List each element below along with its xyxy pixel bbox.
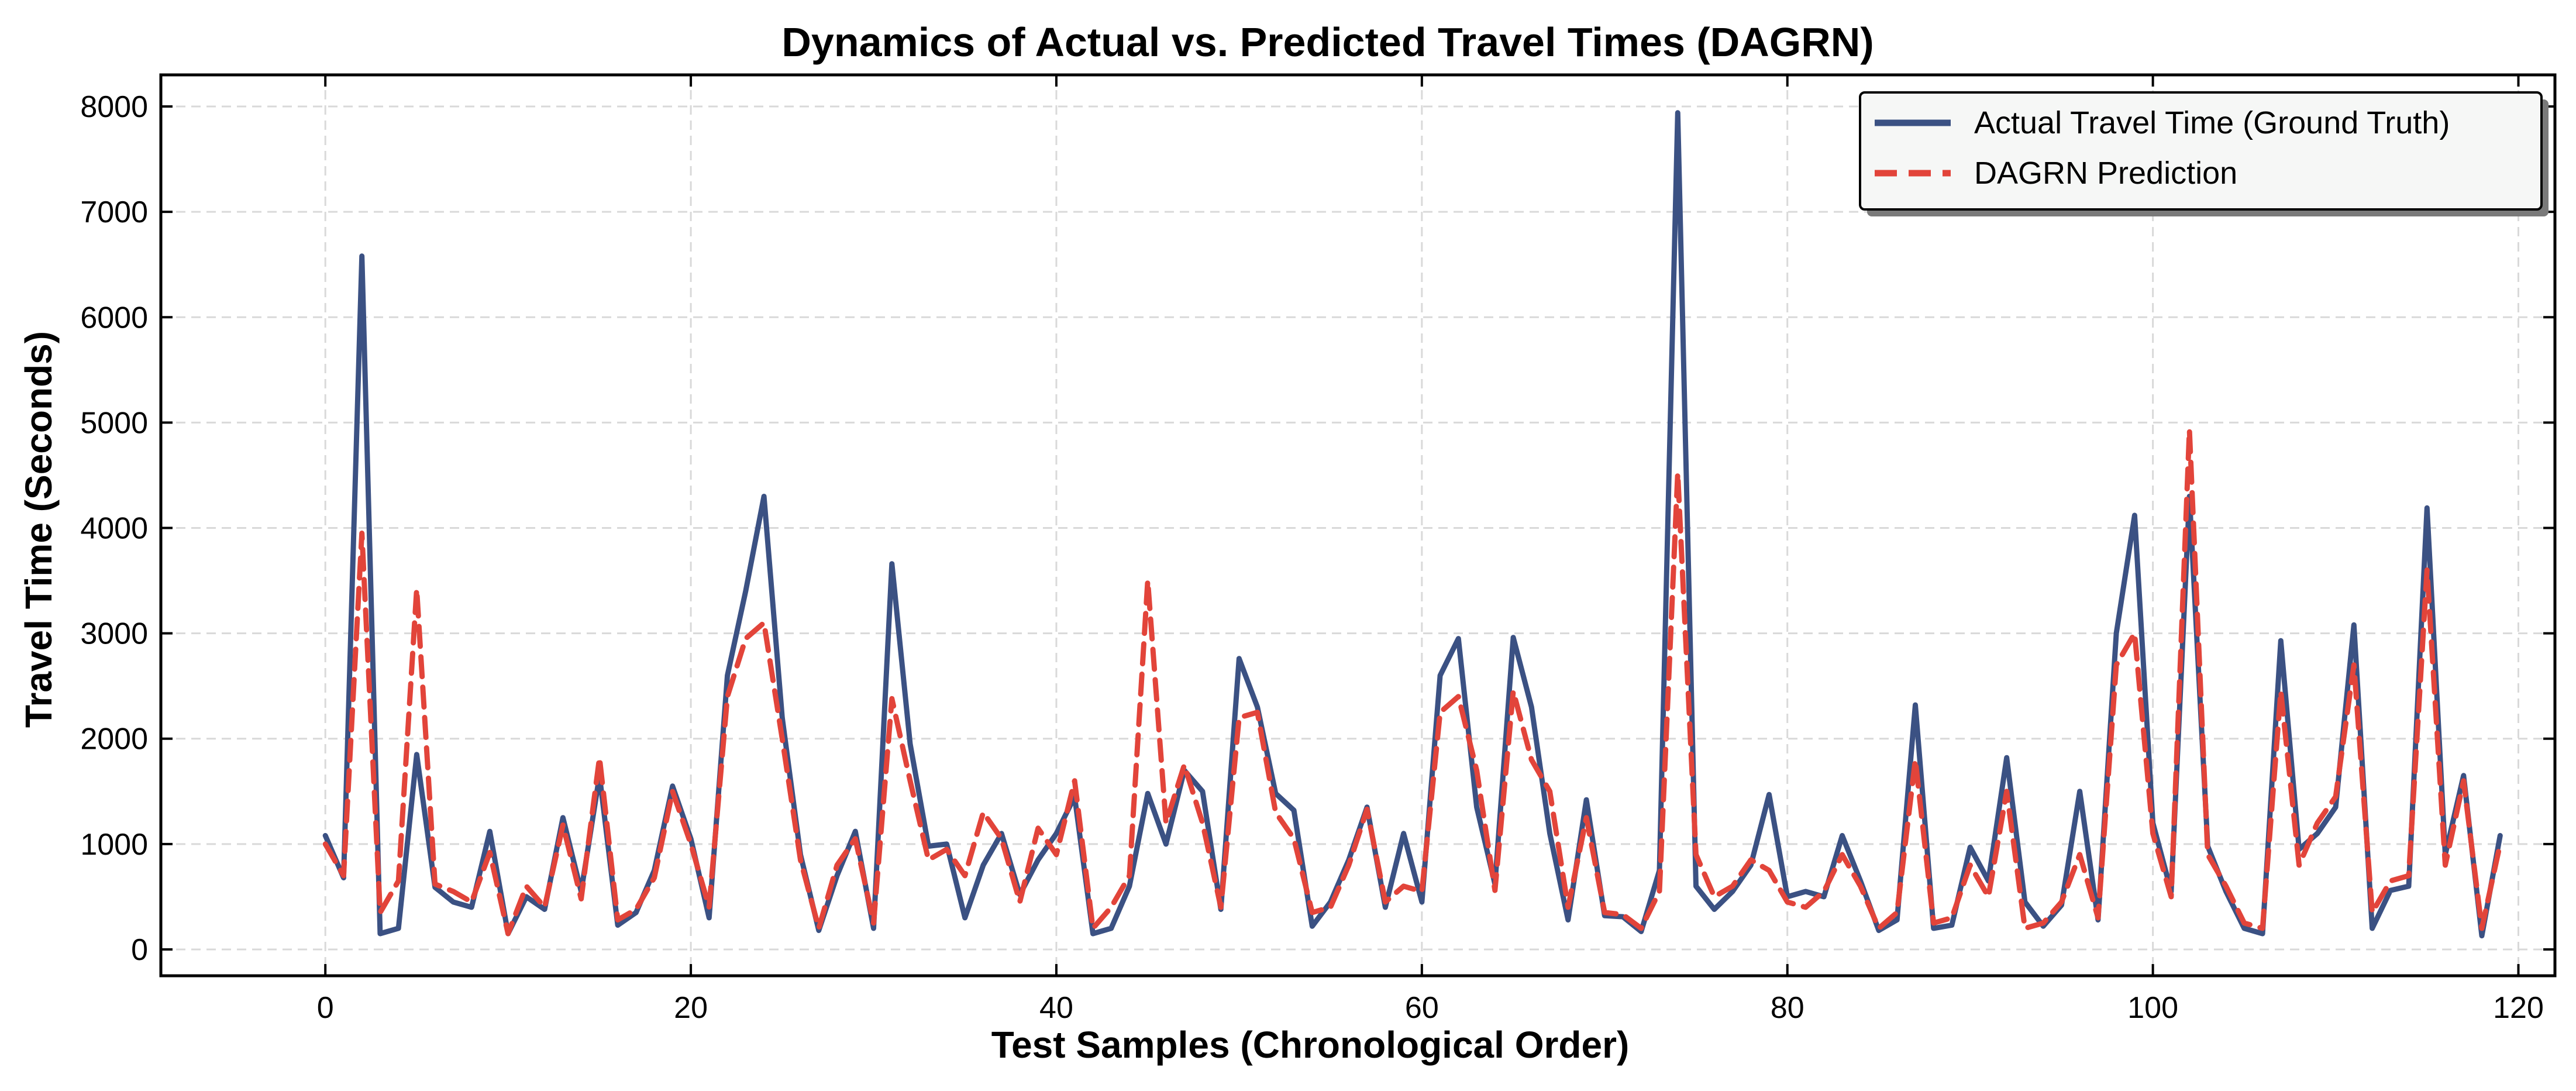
plot-frame	[159, 73, 2557, 978]
y-tick-label: 2000	[80, 722, 148, 756]
legend-label-actual: Actual Travel Time (Ground Truth)	[1974, 105, 2450, 140]
x-tick-label: 100	[2127, 991, 2178, 1025]
y-tick-label: 8000	[80, 90, 148, 124]
y-axis-label: Travel Time (Seconds)	[18, 331, 60, 728]
y-tick-label: 3000	[80, 617, 148, 651]
y-tick-label: 7000	[80, 195, 148, 229]
y-tick-label: 6000	[80, 301, 148, 335]
x-axis-label: Test Samples (Chronological Order)	[991, 1024, 1630, 1066]
x-tick-label: 60	[1405, 991, 1439, 1025]
legend-label-prediction: DAGRN Prediction	[1974, 156, 2237, 191]
axis-ticks	[161, 75, 2555, 976]
legend: Actual Travel Time (Ground Truth) DAGRN …	[1859, 91, 2549, 216]
y-tick-label: 5000	[80, 406, 148, 440]
y-tick-label: 0	[131, 933, 148, 967]
x-tick-label: 40	[1039, 991, 1073, 1025]
y-tick-label: 1000	[80, 828, 148, 862]
series-line-prediction	[322, 427, 2503, 937]
legend-box	[1859, 91, 2543, 211]
chart-title: Dynamics of Actual vs. Predicted Travel …	[781, 19, 1874, 65]
y-tick-labels: 0 1000 2000 3000 4000 5000 6000 7000 8000	[80, 90, 148, 967]
y-tick-label: 4000	[80, 512, 148, 546]
x-tick-label: 80	[1771, 991, 1804, 1025]
x-tick-label: 20	[674, 991, 708, 1025]
series-lines	[322, 110, 2503, 939]
x-tick-labels: 0 20 40 60 80 100 120	[317, 991, 2544, 1025]
x-tick-label: 0	[317, 991, 334, 1025]
x-tick-label: 120	[2493, 991, 2544, 1025]
